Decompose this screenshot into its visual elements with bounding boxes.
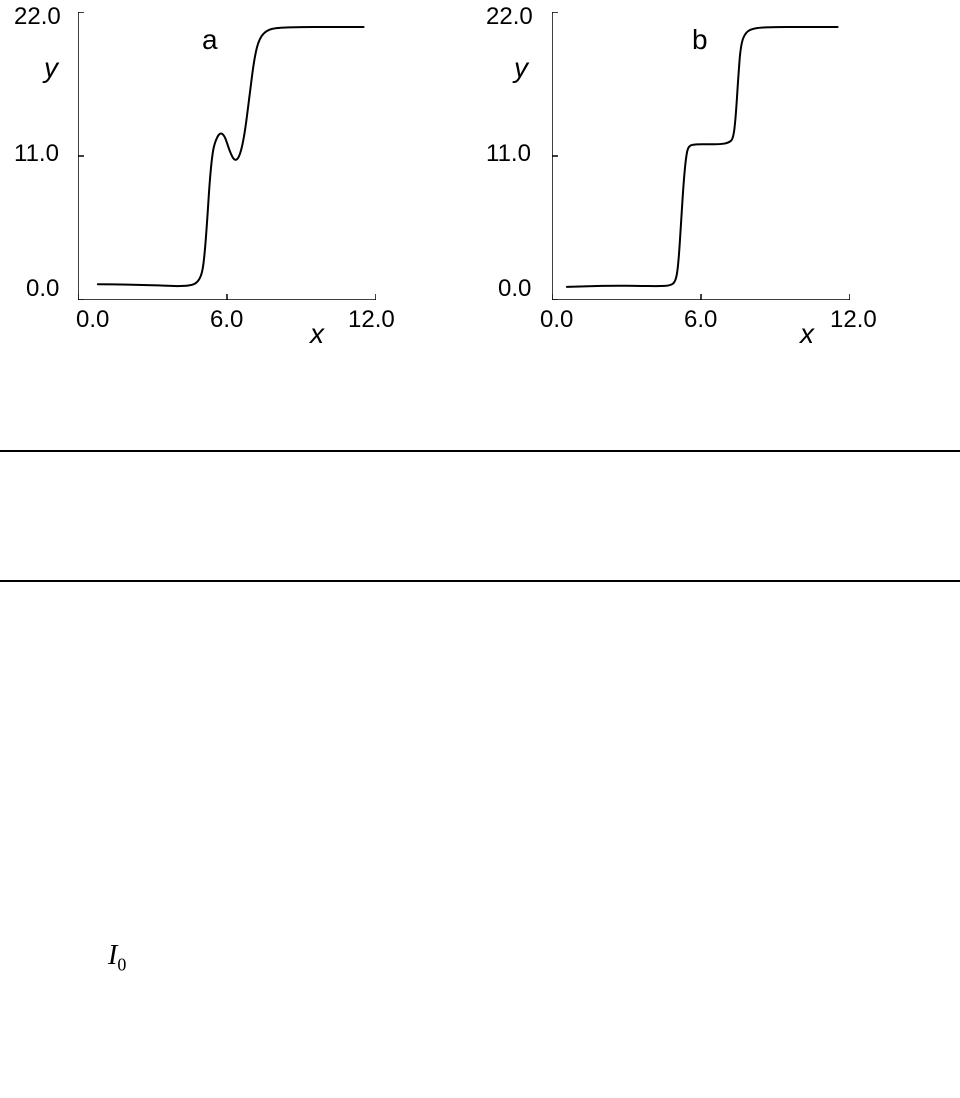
ytick-label: 0.0 (26, 275, 59, 303)
ytick-label: 0.0 (498, 275, 531, 303)
symbol-i-zero: I0 (108, 940, 126, 976)
xtick-label: 12.0 (830, 306, 877, 334)
horizontal-rule-lower (0, 580, 960, 582)
xtick-label: 6.0 (210, 306, 243, 334)
ytick-label: 22.0 (14, 3, 61, 31)
horizontal-rule-upper (0, 450, 960, 452)
y-axis-label: y (44, 52, 58, 84)
chart-panel-a (78, 12, 376, 300)
xtick-label: 0.0 (540, 306, 573, 334)
x-axis-label: x (800, 318, 814, 350)
symbol-sub: 0 (117, 955, 126, 975)
xtick-label: 6.0 (684, 306, 717, 334)
panel-letter: a (202, 24, 218, 56)
y-axis-label: y (514, 52, 528, 84)
ytick-label: 11.0 (486, 140, 531, 168)
ytick-label: 22.0 (486, 3, 533, 31)
page: I0 0.0 11.0 22.0 0.0 6.0 12.0 y x a 0.0 11.0 22.0 0.… (0, 0, 960, 1098)
panel-letter: b (692, 24, 708, 56)
symbol-main: I (108, 940, 117, 971)
x-axis-label: x (310, 318, 324, 350)
xtick-label: 12.0 (348, 306, 395, 334)
xtick-label: 0.0 (76, 306, 109, 334)
ytick-label: 11.0 (14, 140, 59, 168)
